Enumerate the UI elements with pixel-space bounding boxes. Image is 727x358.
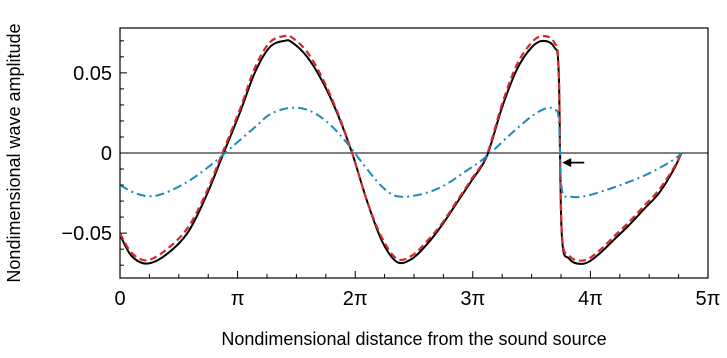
- dashed-series-line: [120, 34, 683, 262]
- x-tick-label: π: [231, 288, 245, 310]
- shock-front-arrow: [562, 158, 585, 168]
- x-tick-label: 5π: [696, 288, 721, 310]
- x-tick-label: 3π: [460, 288, 485, 310]
- x-tick-label: 2π: [343, 288, 368, 310]
- y-tick-label: −0.05: [61, 223, 112, 245]
- y-axis-label: Nondimensional wave amplitude: [4, 23, 24, 282]
- y-tick-label: 0.05: [73, 63, 112, 85]
- x-tick-label: 4π: [578, 288, 603, 310]
- dashdot-series-line: [120, 106, 683, 199]
- solid-series-line: [120, 39, 683, 265]
- x-tick-label: 0: [114, 288, 125, 310]
- y-tick-label: 0: [101, 143, 112, 165]
- x-axis-label: Nondimensional distance from the sound s…: [221, 329, 606, 349]
